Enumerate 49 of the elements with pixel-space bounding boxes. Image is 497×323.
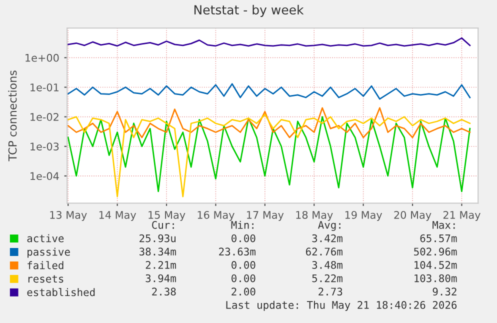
text: Min:: [231, 220, 254, 229]
line-series: [67, 107, 471, 138]
text: 2.21m: [146, 261, 176, 269]
text: 5.22m: [312, 274, 342, 282]
text: 2.38: [152, 288, 176, 296]
text: 65.57m: [420, 234, 457, 242]
text: 104.52m: [414, 261, 457, 269]
x-tick-label: 15 May: [148, 211, 186, 221]
text: 62.76m: [306, 248, 342, 256]
x-tick-label: 14 May: [99, 211, 136, 221]
line-series: [67, 37, 471, 47]
y-tick-label: 1e-03: [30, 142, 59, 150]
legend-label: resets: [28, 275, 64, 283]
legend-label: passive: [28, 248, 70, 258]
text: 2.73: [318, 288, 342, 296]
legend-label: active: [27, 234, 64, 242]
text: 38.34m: [140, 248, 176, 256]
y-tick-label: 1e-04: [30, 172, 59, 180]
legend-label: established: [27, 288, 95, 296]
x-tick-label: 19 May: [345, 210, 382, 221]
y-tick-label: 1e-01: [30, 83, 58, 92]
y-tick-label: 1e-02: [30, 113, 58, 121]
text: Max:: [432, 221, 455, 229]
legend-label: failed: [28, 261, 64, 270]
text: 3.94m: [146, 274, 176, 282]
text: 3.48m: [312, 261, 342, 269]
text: 502.96m: [414, 248, 457, 256]
line-series: [67, 83, 471, 100]
text: 0.00: [232, 234, 256, 242]
text: 25.93u: [140, 234, 176, 242]
x-tick-label: 20 May: [394, 210, 432, 221]
text: Last update: Thu May 21 18:40:26 2026: [226, 300, 457, 311]
text: 103.80m: [414, 274, 457, 282]
text: 0.00: [232, 274, 256, 282]
chart-title: Netstat - by week: [194, 4, 304, 17]
x-tick-label: 16 May: [198, 210, 234, 221]
y-tick-label: 1e+00: [26, 54, 59, 62]
text: 23.63m: [219, 248, 256, 256]
text: 3.42m: [312, 234, 342, 242]
text: Cur:: [152, 221, 174, 229]
text: Avg:: [318, 221, 340, 231]
x-tick-label: 13 May: [50, 210, 87, 221]
y-axis-title: TCP connections: [8, 70, 17, 162]
text: 9.32: [432, 288, 456, 296]
text: 0.00: [232, 261, 256, 269]
x-tick-label: 18 May: [296, 210, 333, 221]
x-tick-label: 21 May: [443, 210, 480, 221]
x-tick-label: 17 May: [247, 211, 284, 221]
text: 2.00: [232, 288, 256, 296]
